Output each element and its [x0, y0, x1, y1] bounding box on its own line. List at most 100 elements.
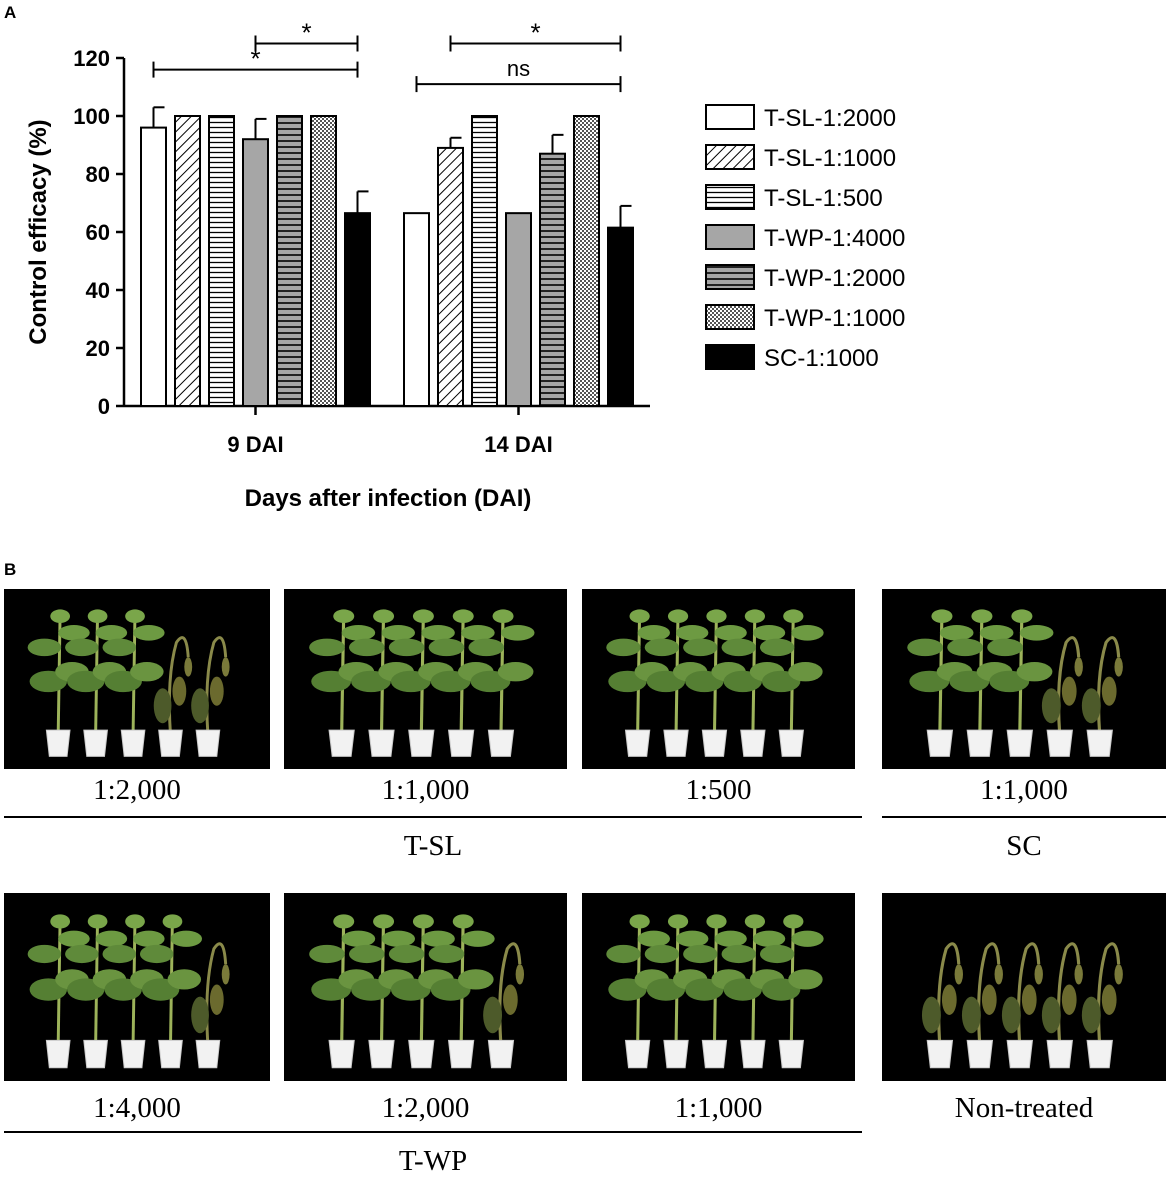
x-axis-label: Days after infection (DAI)	[245, 485, 532, 512]
plant-pot	[447, 729, 475, 757]
photo-row2-caption: 1:4,000	[93, 1092, 181, 1124]
bar	[276, 115, 303, 407]
healthy-plant	[102, 914, 165, 1069]
wilted-plant	[921, 942, 963, 1069]
plant-pot	[487, 729, 515, 757]
plant-pot	[408, 1039, 435, 1069]
healthy-plant	[683, 609, 747, 757]
wilted-plant	[191, 942, 230, 1069]
plant-pot	[1006, 729, 1034, 757]
bar-chart: 0 20 40 60 80 100 120 Control efficacy (%) Days …	[25, 18, 905, 513]
healthy-plant	[644, 609, 709, 757]
plant-pot	[45, 729, 71, 757]
y-tick-label: 100	[73, 104, 110, 129]
plant-pot	[447, 1039, 475, 1069]
legend-label: T-SL-1:500	[764, 185, 883, 212]
wilted-plant	[1041, 636, 1083, 757]
plant-pot	[1046, 1039, 1073, 1069]
healthy-plant	[987, 609, 1054, 757]
legend-label: T-WP-1:1000	[764, 305, 905, 332]
healthy-plant	[388, 609, 455, 757]
plant-pot	[778, 729, 804, 757]
bar	[471, 115, 498, 407]
plant-pot	[624, 1039, 651, 1069]
plant-pot	[966, 729, 994, 757]
photo-row1-photo	[284, 589, 567, 769]
healthy-plant	[388, 914, 455, 1069]
healthy-plant	[309, 914, 376, 1069]
wilted-plant	[483, 942, 525, 1069]
group-label-tsl: T-SL	[403, 830, 463, 862]
y-tick-label: 60	[86, 220, 110, 245]
group-line-sc	[882, 816, 1166, 818]
bar	[505, 212, 532, 407]
plant-pot	[966, 1039, 994, 1069]
bar	[539, 152, 566, 407]
bar	[437, 146, 464, 407]
significance-label: *	[530, 18, 540, 48]
legend-label: T-SL-1:2000	[764, 105, 896, 132]
significance-label: *	[301, 18, 311, 48]
plant-pot	[368, 1039, 395, 1069]
bar	[573, 115, 600, 407]
y-tick-label: 0	[98, 394, 110, 419]
y-tick-label: 20	[86, 336, 110, 361]
photo-row1-photo	[882, 589, 1166, 769]
bar	[242, 138, 269, 407]
plant-pot	[701, 729, 728, 757]
plant-pot	[663, 729, 689, 757]
significance-label: ns	[507, 56, 530, 81]
healthy-plant	[65, 914, 128, 1069]
significance-label: *	[250, 44, 260, 74]
plant-pot	[328, 729, 355, 757]
wilted-plant	[961, 942, 1003, 1069]
x-tick-label: 14 DAI	[484, 432, 552, 457]
healthy-plant	[309, 609, 376, 757]
x-tick-label: 9 DAI	[227, 432, 283, 457]
plant-pot	[195, 1039, 221, 1069]
healthy-plant	[102, 609, 165, 757]
group-label-twp: T-WP	[398, 1145, 468, 1177]
plant-pot	[368, 729, 395, 757]
wilted-plant	[153, 636, 193, 757]
legend-swatch	[705, 144, 755, 170]
healthy-plant	[721, 914, 786, 1069]
legend-label: T-WP-1:2000	[764, 265, 905, 292]
plant-pot	[740, 1039, 766, 1069]
bar	[174, 115, 201, 407]
wilted-plant	[1081, 942, 1123, 1069]
healthy-plant	[907, 609, 974, 757]
healthy-plant	[139, 914, 203, 1069]
photo-row2-caption: 1:1,000	[674, 1092, 763, 1124]
photo-row1-caption: 1:1,000	[381, 774, 470, 806]
healthy-plant	[606, 609, 670, 757]
plant-pot	[701, 1039, 728, 1069]
healthy-plant	[721, 609, 786, 757]
bar	[140, 126, 167, 407]
plant-pot	[195, 729, 221, 757]
legend-label: SC-1:1000	[764, 345, 879, 372]
legend-swatch	[705, 344, 755, 370]
legend-swatch	[705, 264, 755, 290]
plant-pot	[1086, 1039, 1113, 1069]
wilted-plant	[1041, 942, 1083, 1069]
photo-row1-caption: 1:1,000	[980, 774, 1068, 806]
plant-pot	[45, 1039, 71, 1069]
legend-swatch	[705, 184, 755, 210]
plant-pot	[120, 729, 146, 757]
legend-swatch	[705, 104, 755, 130]
plant-pot	[926, 1039, 954, 1069]
legend-swatch	[705, 224, 755, 250]
photo-row1-photo	[4, 589, 270, 769]
y-tick-label: 80	[86, 162, 110, 187]
plant-pot	[158, 1039, 183, 1069]
healthy-plant	[65, 609, 128, 757]
y-tick-label: 120	[73, 46, 110, 71]
bar	[607, 226, 634, 407]
plant-pot	[408, 729, 435, 757]
plant-pot	[83, 1039, 108, 1069]
photo-row1-caption: 1:500	[685, 774, 752, 806]
healthy-plant	[468, 609, 535, 757]
photo-row2-photo	[4, 893, 270, 1081]
photo-row2-caption: 1:2,000	[381, 1092, 470, 1124]
